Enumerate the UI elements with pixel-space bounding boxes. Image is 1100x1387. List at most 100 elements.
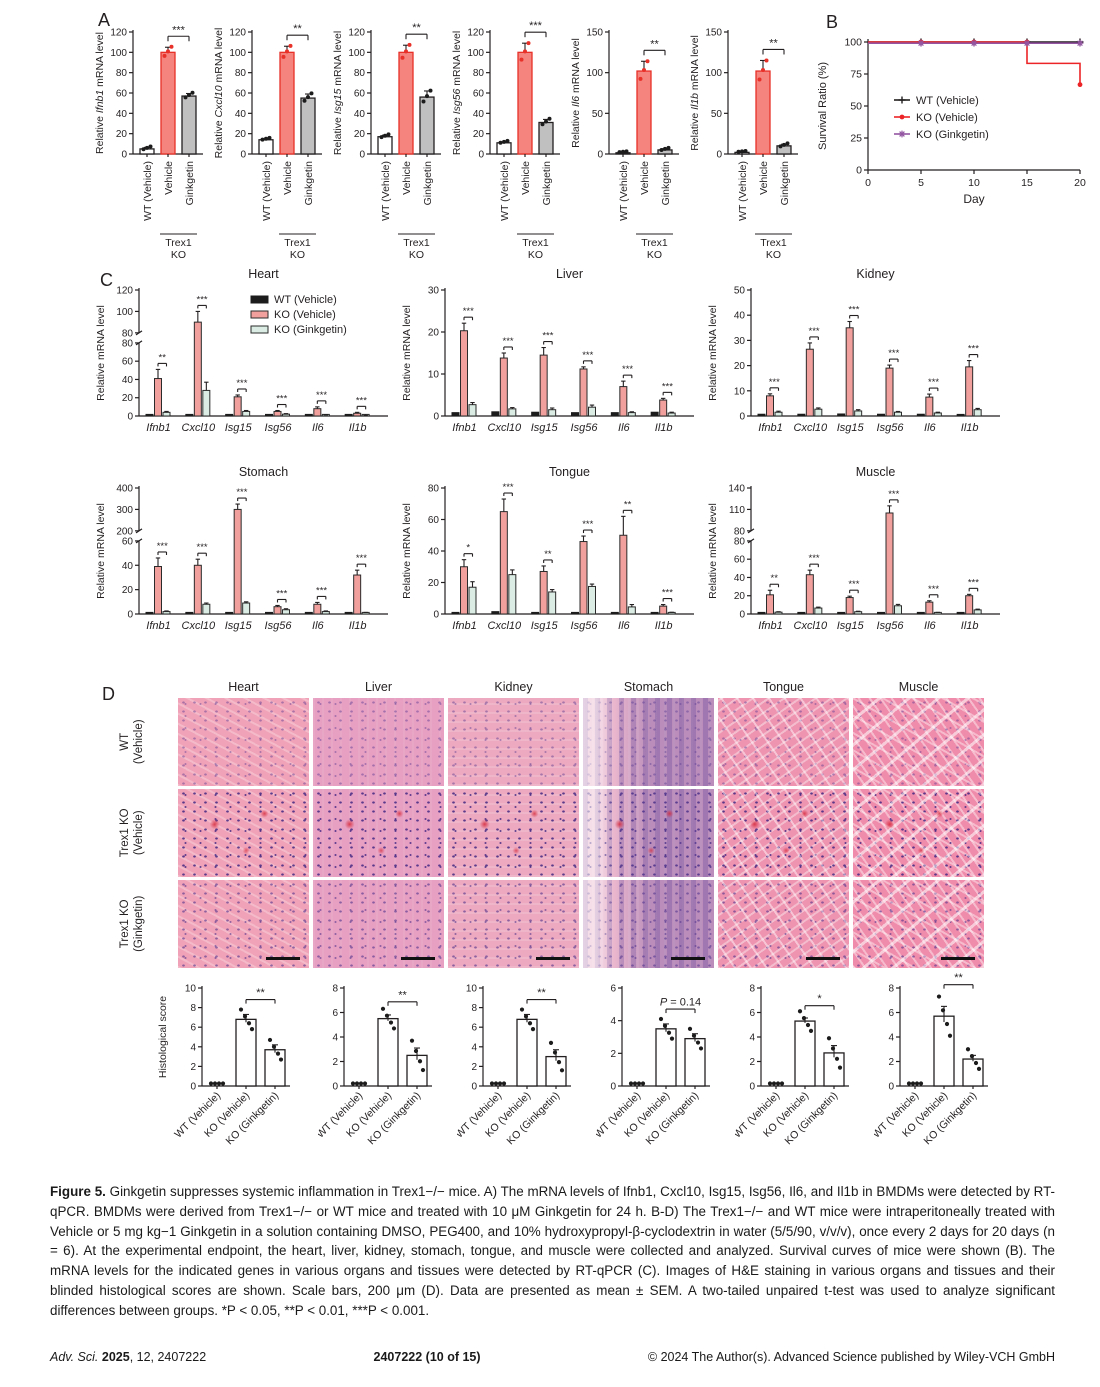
svg-text:***: *** [968, 577, 979, 588]
svg-text:***: *** [582, 519, 593, 530]
svg-text:WT (Vehicle): WT (Vehicle) [380, 161, 392, 221]
svg-text:10: 10 [185, 984, 197, 995]
svg-text:KO (Ginkgetin): KO (Ginkgetin) [505, 1090, 563, 1148]
svg-text:**: ** [769, 37, 778, 49]
svg-text:150: 150 [705, 28, 722, 39]
svg-text:Relative mRNA level: Relative mRNA level [95, 503, 107, 599]
svg-text:5: 5 [918, 177, 924, 189]
panel-b-label: B [826, 12, 839, 32]
svg-text:Day: Day [963, 192, 984, 206]
svg-text:0: 0 [856, 165, 862, 177]
svg-text:0: 0 [597, 150, 603, 161]
svg-text:Isg56: Isg56 [877, 620, 905, 632]
histology-image-kidney [448, 880, 579, 968]
svg-text:20: 20 [428, 578, 440, 589]
svg-text:0: 0 [332, 1082, 338, 1093]
svg-text:80: 80 [122, 338, 134, 349]
svg-text:120: 120 [229, 28, 246, 39]
svg-text:100: 100 [467, 48, 484, 59]
scale-bar [536, 956, 570, 960]
svg-text:***: *** [582, 350, 593, 361]
svg-text:80: 80 [235, 68, 247, 79]
panel-a-chart-Il1b: 0 50 100 150 Relative Il1b mRNA level ** WT (V… [689, 28, 798, 261]
svg-text:***: *** [662, 588, 673, 599]
svg-text:300: 300 [116, 505, 133, 516]
svg-text:KO: KO [409, 249, 424, 261]
histology-row: WT (Vehicle) [92, 698, 1022, 786]
svg-text:6: 6 [332, 1008, 338, 1019]
svg-text:80: 80 [116, 68, 128, 79]
svg-text:80: 80 [734, 536, 746, 547]
svg-text:KO: KO [171, 249, 186, 261]
svg-text:Cxcl10: Cxcl10 [488, 620, 523, 632]
panel-c-grouped-bar-charts: Heart 0 20 40 60 80 80 100 120 Relative mRNA leve… [92, 266, 1010, 646]
svg-text:Relative Isg56 mRNA level: Relative Isg56 mRNA level [451, 31, 463, 155]
svg-text:8: 8 [888, 984, 894, 995]
svg-text:KO (Ginkgetin): KO (Ginkgetin) [274, 324, 347, 336]
svg-text:80: 80 [122, 328, 134, 339]
histology-image-liver [313, 789, 444, 877]
svg-text:Relative Isg15 mRNA level: Relative Isg15 mRNA level [332, 31, 344, 155]
svg-text:P = 0.14: P = 0.14 [660, 997, 701, 1009]
svg-text:Il6: Il6 [312, 422, 325, 434]
svg-text:0: 0 [739, 610, 745, 621]
svg-text:60: 60 [734, 555, 746, 566]
svg-text:2: 2 [888, 1057, 894, 1068]
scale-bar [671, 956, 705, 960]
svg-text:KO: KO [766, 249, 781, 261]
svg-text:Il1b: Il1b [961, 620, 979, 632]
svg-text:0: 0 [749, 1082, 755, 1093]
svg-text:KO (Ginkgetin): KO (Ginkgetin) [366, 1090, 424, 1148]
histology-column-headers: Heart Liver Kidney Stomach Tongue Muscle [178, 680, 1022, 694]
svg-text:Il1b: Il1b [961, 422, 979, 434]
svg-text:Relative Ifnb1 mRNA level: Relative Ifnb1 mRNA level [94, 32, 106, 154]
svg-text:10: 10 [466, 984, 478, 995]
svg-text:0: 0 [433, 610, 439, 621]
svg-text:80: 80 [734, 526, 746, 537]
svg-text:40: 40 [122, 561, 134, 572]
svg-text:**: ** [624, 499, 632, 510]
svg-text:60: 60 [354, 89, 366, 100]
svg-text:0: 0 [433, 412, 439, 423]
svg-text:4: 4 [190, 1042, 196, 1053]
svg-text:150: 150 [586, 28, 603, 39]
svg-text:Relative mRNA level: Relative mRNA level [95, 305, 107, 401]
svg-text:8: 8 [190, 1003, 196, 1014]
histology-image-heart [178, 698, 309, 786]
svg-text:30: 30 [428, 286, 440, 297]
svg-text:0: 0 [471, 1082, 477, 1093]
svg-text:120: 120 [467, 28, 484, 39]
svg-text:**: ** [537, 987, 546, 999]
histology-score-charts: 0 2 4 6 8 10 Histological score ** WT (Vehicle) K… [154, 972, 1022, 1180]
svg-text:20: 20 [428, 328, 440, 339]
svg-text:50: 50 [711, 109, 723, 120]
svg-text:50: 50 [734, 286, 746, 297]
svg-text:4: 4 [471, 1042, 477, 1053]
panel-d-label: D [102, 684, 115, 704]
svg-text:40: 40 [734, 311, 746, 322]
svg-text:**: ** [159, 352, 167, 363]
svg-text:75: 75 [850, 69, 862, 81]
svg-text:Ifnb1: Ifnb1 [146, 620, 170, 632]
histology-image-stomach [583, 789, 714, 877]
svg-text:40: 40 [116, 109, 128, 120]
svg-text:0: 0 [716, 150, 722, 161]
svg-text:Relative mRNA level: Relative mRNA level [401, 305, 413, 401]
svg-text:40: 40 [734, 573, 746, 584]
svg-text:100: 100 [705, 68, 722, 79]
panel-c-label: C [100, 270, 113, 290]
svg-text:40: 40 [473, 109, 485, 120]
svg-text:***: *** [503, 482, 514, 493]
svg-text:Vehicle: Vehicle [401, 161, 413, 195]
footer-copyright: © 2024 The Author(s). Advanced Science p… [647, 1350, 1055, 1364]
svg-text:0: 0 [478, 150, 484, 161]
svg-text:Vehicle: Vehicle [520, 161, 532, 195]
svg-text:**: ** [293, 23, 302, 35]
svg-text:110: 110 [729, 505, 745, 516]
svg-text:***: *** [809, 326, 820, 337]
svg-text:120: 120 [348, 28, 365, 39]
